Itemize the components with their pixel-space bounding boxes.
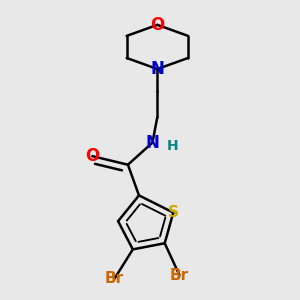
Text: N: N [150, 60, 164, 78]
Text: O: O [150, 16, 164, 34]
Text: S: S [168, 205, 179, 220]
Text: N: N [146, 134, 159, 152]
Text: Br: Br [170, 268, 189, 283]
Text: Br: Br [105, 271, 124, 286]
Text: O: O [85, 147, 100, 165]
Text: H: H [167, 139, 178, 153]
